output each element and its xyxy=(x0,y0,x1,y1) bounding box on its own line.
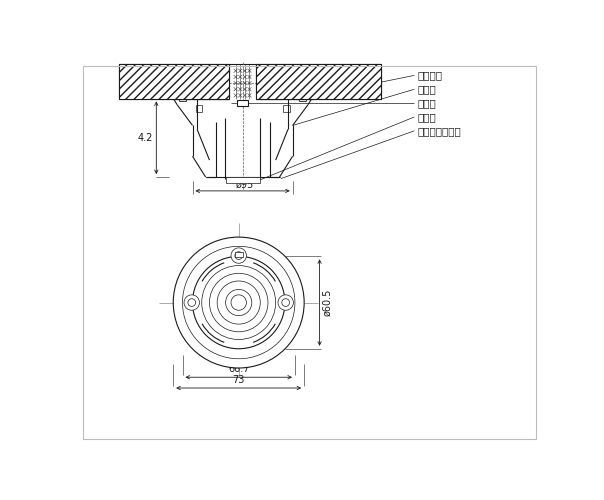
Text: サーモスタット: サーモスタット xyxy=(417,126,461,136)
Bar xyxy=(257,64,381,98)
Text: リード線: リード線 xyxy=(417,70,442,81)
Circle shape xyxy=(235,252,243,260)
Circle shape xyxy=(231,248,246,264)
Circle shape xyxy=(217,281,260,324)
Bar xyxy=(120,64,229,98)
Text: 73: 73 xyxy=(233,375,245,385)
Circle shape xyxy=(202,266,275,340)
Text: 170: 170 xyxy=(268,82,277,100)
Circle shape xyxy=(226,290,252,316)
Text: ø60.5: ø60.5 xyxy=(323,289,333,316)
Bar xyxy=(120,64,229,98)
Text: 確認灯: 確認灯 xyxy=(417,98,436,108)
Bar xyxy=(235,252,243,257)
Circle shape xyxy=(188,298,196,306)
Text: ボディ: ボディ xyxy=(417,84,436,94)
Bar xyxy=(226,177,260,183)
Circle shape xyxy=(210,274,268,332)
Text: 66.7: 66.7 xyxy=(228,364,249,374)
Text: 4.2: 4.2 xyxy=(138,133,153,143)
Circle shape xyxy=(193,256,285,349)
Circle shape xyxy=(182,246,295,359)
Text: 20: 20 xyxy=(268,68,277,79)
Circle shape xyxy=(184,295,199,310)
Bar xyxy=(237,100,248,106)
Text: 感熱板: 感熱板 xyxy=(417,112,436,122)
Circle shape xyxy=(173,237,304,368)
Circle shape xyxy=(282,298,289,306)
Bar xyxy=(257,64,381,98)
Circle shape xyxy=(231,295,246,310)
Text: ø95: ø95 xyxy=(236,180,254,190)
Circle shape xyxy=(278,295,294,310)
